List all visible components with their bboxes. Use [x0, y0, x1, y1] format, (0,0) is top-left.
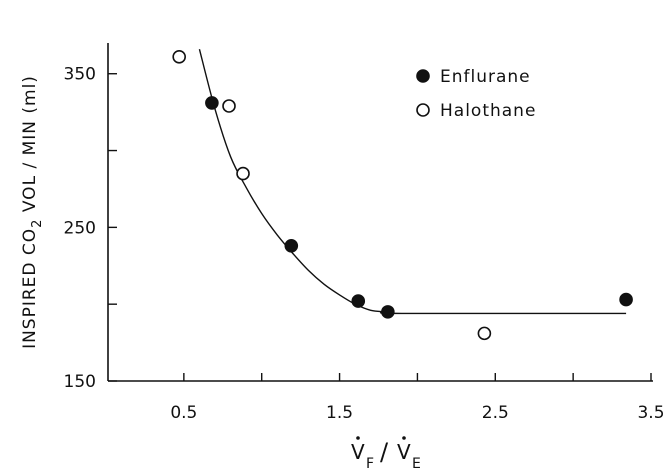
y-tick-label: 250 [64, 218, 96, 238]
y-axis-title: INSPIRED CO2 VOL / MIN (ml) [20, 75, 45, 349]
y-axis-title-main: INSPIRED CO [20, 228, 40, 349]
y-ticks: 150 250 350 [64, 65, 117, 392]
x-ticks: 0.5 1.5 2.5 3.5 [170, 373, 663, 423]
x-axis-title-dot-1 [356, 436, 360, 440]
y-axis-title-tail: VOL / MIN (ml) [20, 75, 40, 218]
legend-label-halothane: Halothane [440, 101, 536, 121]
y-axis-title-subscript: 2 [30, 219, 45, 228]
x-axis-title-sub-e: E [412, 456, 422, 472]
point-halothane [477, 326, 492, 341]
legend-marker-enflurane [416, 69, 430, 83]
point-halothane [236, 166, 250, 181]
legend-label-enflurane: Enflurane [440, 67, 531, 87]
y-tick-label: 350 [64, 65, 96, 85]
point-halothane [172, 50, 186, 64]
x-tick-label: 0.5 [170, 403, 197, 423]
x-tick-label: 2.5 [482, 403, 509, 423]
point-enflurane [351, 294, 366, 308]
legend: Enflurane Halothane [416, 67, 536, 121]
point-enflurane [284, 239, 299, 253]
x-axis-title-v1: V [351, 440, 366, 464]
x-tick-label: 1.5 [326, 403, 353, 423]
y-tick-label: 150 [64, 372, 96, 392]
data-points [172, 50, 633, 341]
x-axis-title-slash: / [380, 438, 389, 466]
x-axis-title: V F / V E [351, 436, 422, 472]
x-axis-title-v2: V [397, 440, 412, 464]
point-halothane [222, 99, 236, 113]
x-axis-title-sub-f: F [366, 456, 375, 472]
point-enflurane [619, 292, 633, 307]
x-tick-label: 3.5 [637, 403, 663, 423]
point-enflurane [381, 305, 395, 319]
fit-curve [198, 48, 627, 315]
point-enflurane [205, 96, 219, 110]
axes [107, 43, 653, 382]
x-axis-title-dot-2 [402, 436, 406, 440]
svg-text:INSPIRED CO2 VOL / MIN (ml): INSPIRED CO2 VOL / MIN (ml) [20, 75, 45, 349]
legend-marker-halothane [416, 103, 430, 117]
